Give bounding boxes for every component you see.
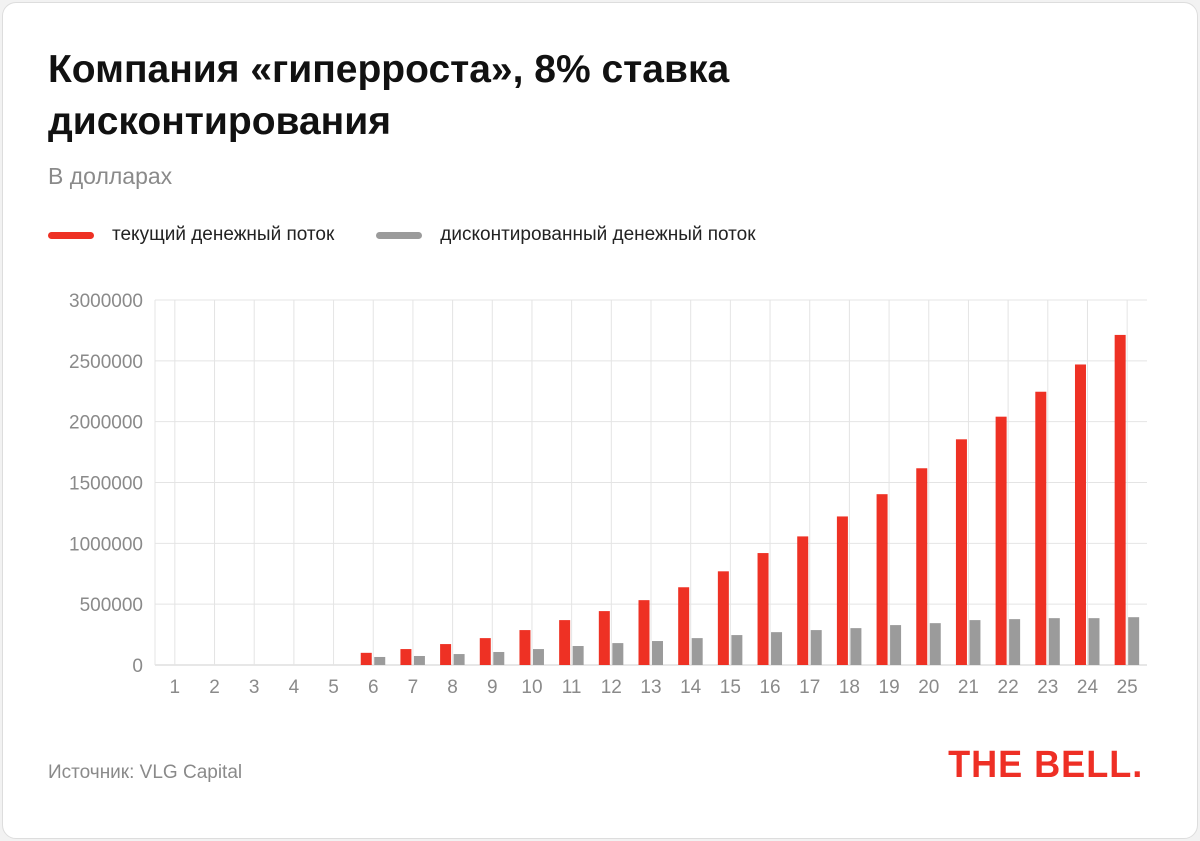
x-tick-label: 17 xyxy=(799,677,820,698)
bar-current xyxy=(440,644,452,665)
x-tick-label: 4 xyxy=(289,677,300,698)
x-tick-label: 3 xyxy=(249,677,260,698)
y-tick-label: 2500000 xyxy=(69,352,143,373)
x-tick-label: 8 xyxy=(447,677,458,698)
chart-title: Компания «гиперроста», 8% ставка дисконт… xyxy=(48,48,730,143)
legend-item-current: текущий денежный поток xyxy=(48,224,334,246)
bar-current xyxy=(876,494,888,665)
bar-current xyxy=(400,649,412,665)
x-tick-label: 15 xyxy=(720,677,741,698)
bar-current xyxy=(955,439,967,665)
bar-current xyxy=(479,638,491,665)
x-tick-label: 1 xyxy=(170,677,181,698)
bar-current xyxy=(797,536,809,665)
legend-item-discounted: дисконтированный денежный поток xyxy=(376,224,756,246)
y-tick-label: 3000000 xyxy=(69,291,143,312)
x-tick-label: 22 xyxy=(998,677,1019,698)
bar-discounted xyxy=(453,654,465,665)
bar-discounted xyxy=(1009,619,1021,665)
x-tick-label: 20 xyxy=(918,677,939,698)
bar-current xyxy=(995,416,1007,665)
bar-discounted xyxy=(969,620,981,665)
x-tick-label: 9 xyxy=(487,677,498,698)
bar-current xyxy=(916,468,928,665)
x-tick-label: 11 xyxy=(562,677,582,698)
x-tick-label: 16 xyxy=(759,677,780,698)
bar-current xyxy=(757,553,769,665)
bar-discounted xyxy=(810,630,822,665)
x-tick-label: 21 xyxy=(958,677,979,698)
y-tick-label: 0 xyxy=(132,656,143,677)
bar-discounted xyxy=(532,649,544,665)
bar-discounted xyxy=(731,635,743,665)
bar-discounted xyxy=(1088,618,1100,665)
x-tick-label: 13 xyxy=(640,677,661,698)
x-tick-label: 24 xyxy=(1077,677,1099,698)
bar-discounted xyxy=(850,628,862,665)
the-bell-logo: THE BELL. xyxy=(947,744,1143,786)
source-note: Источник: VLG Capital xyxy=(48,762,243,783)
y-tick-label: 1500000 xyxy=(69,474,143,495)
y-tick-label: 1000000 xyxy=(69,534,143,555)
legend: текущий денежный поток дисконтированный … xyxy=(48,224,798,246)
x-tick-label: 10 xyxy=(521,677,542,698)
x-tick-label: 12 xyxy=(601,677,622,698)
bar-current xyxy=(1074,364,1086,665)
bar-current xyxy=(1114,334,1126,665)
x-tick-label: 7 xyxy=(408,677,419,698)
x-tick-label: 25 xyxy=(1117,677,1138,698)
x-tick-label: 23 xyxy=(1037,677,1058,698)
x-tick-label: 6 xyxy=(368,677,379,698)
bar-discounted xyxy=(572,646,584,665)
bar-current xyxy=(559,620,571,665)
legend-swatch-discounted xyxy=(376,231,423,239)
bar-discounted xyxy=(493,651,505,665)
bar-discounted xyxy=(1048,618,1060,665)
bar-discounted xyxy=(929,623,941,665)
bar-current xyxy=(1035,391,1047,665)
x-tick-label: 5 xyxy=(328,677,339,698)
legend-label-current: текущий денежный поток xyxy=(112,224,335,245)
y-tick-label: 2000000 xyxy=(69,413,143,434)
bar-current xyxy=(678,587,690,665)
x-tick-label: 2 xyxy=(209,677,220,698)
bar-discounted xyxy=(1128,617,1140,665)
bar-current xyxy=(598,611,610,665)
x-tick-label: 18 xyxy=(839,677,860,698)
bar-discounted xyxy=(374,656,386,665)
bar-current xyxy=(836,516,848,665)
bar-discounted xyxy=(612,643,624,665)
x-tick-label: 14 xyxy=(680,677,702,698)
bar-current xyxy=(360,652,372,665)
y-tick-label: 500000 xyxy=(80,595,143,616)
chart-subtitle: В долларах xyxy=(48,163,173,189)
bar-discounted xyxy=(890,625,902,665)
legend-label-discounted: дисконтированный денежный поток xyxy=(440,224,756,245)
bar-discounted xyxy=(413,655,425,665)
bar-discounted xyxy=(771,632,783,665)
bar-discounted xyxy=(691,638,703,665)
bar-current xyxy=(717,571,729,665)
x-tick-label: 19 xyxy=(879,677,900,698)
legend-swatch-current xyxy=(48,231,94,239)
bar-current xyxy=(638,600,650,665)
bar-current xyxy=(519,630,531,665)
bar-discounted xyxy=(652,641,663,665)
